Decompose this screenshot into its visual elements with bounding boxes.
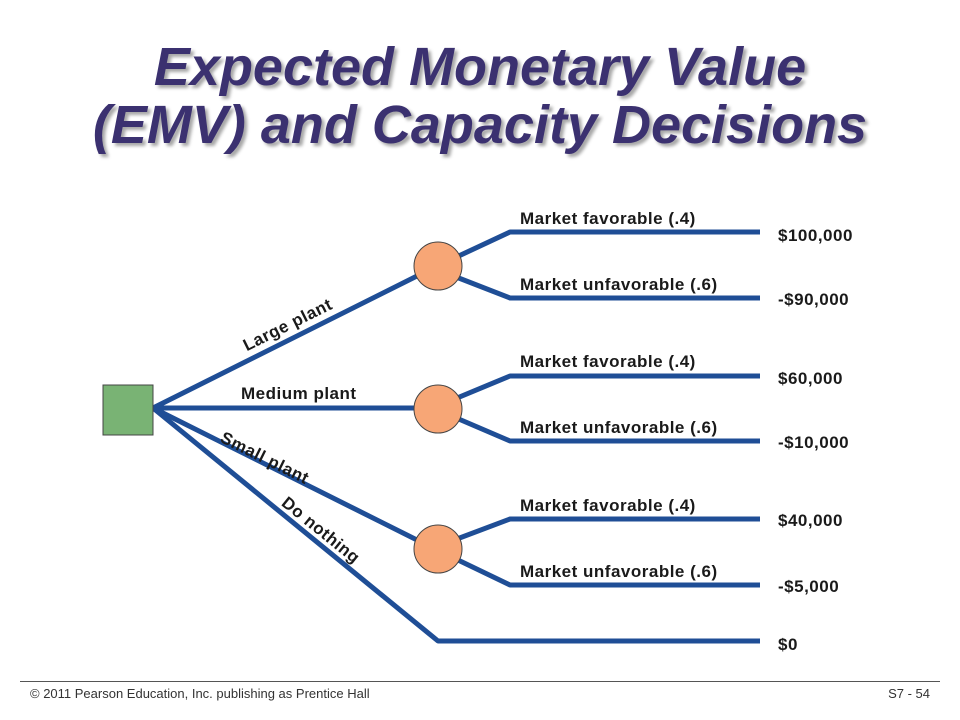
footer-page-number: S7 - 54 — [888, 686, 930, 701]
outcome-label-1: Market favorable (.4) — [520, 209, 696, 228]
chance-node-small — [413, 524, 463, 574]
branch-small-plant — [151, 405, 435, 551]
outcome-large-favorable — [431, 229, 760, 271]
chance-node-large — [413, 241, 463, 291]
outcome-label-2: Market unfavorable (.6) — [520, 275, 718, 294]
outcome-label-4: Market unfavorable (.6) — [520, 418, 718, 437]
payoff-2: -$90,000 — [778, 290, 850, 309]
branch-large-plant — [151, 265, 435, 411]
outcome-label-3: Market favorable (.4) — [520, 352, 696, 371]
payoff-3: $60,000 — [778, 369, 843, 388]
payoff-5: $40,000 — [778, 511, 843, 530]
outcome-small-favorable — [432, 516, 760, 551]
label-medium-plant: Medium plant — [241, 384, 357, 403]
outcome-medium-favorable — [432, 373, 760, 411]
outcome-label-6: Market unfavorable (.6) — [520, 562, 718, 581]
title-line-1: Expected Monetary Value — [153, 37, 807, 97]
decision-node — [102, 384, 154, 436]
slide-title: Expected Monetary Value (EMV) and Capaci… — [0, 38, 960, 154]
payoff-do-nothing: $0 — [778, 635, 798, 654]
payoff-6: -$5,000 — [778, 577, 840, 596]
chance-node-medium — [413, 384, 463, 434]
payoff-1: $100,000 — [778, 226, 853, 245]
footer-rule — [20, 681, 940, 682]
footer-copyright: © 2011 Pearson Education, Inc. publishin… — [30, 686, 370, 701]
branch-do-nothing — [151, 406, 760, 644]
title-line-2: (EMV) and Capacity Decisions — [92, 95, 868, 155]
outcome-label-5: Market favorable (.4) — [520, 496, 696, 515]
payoff-4: -$10,000 — [778, 433, 850, 452]
